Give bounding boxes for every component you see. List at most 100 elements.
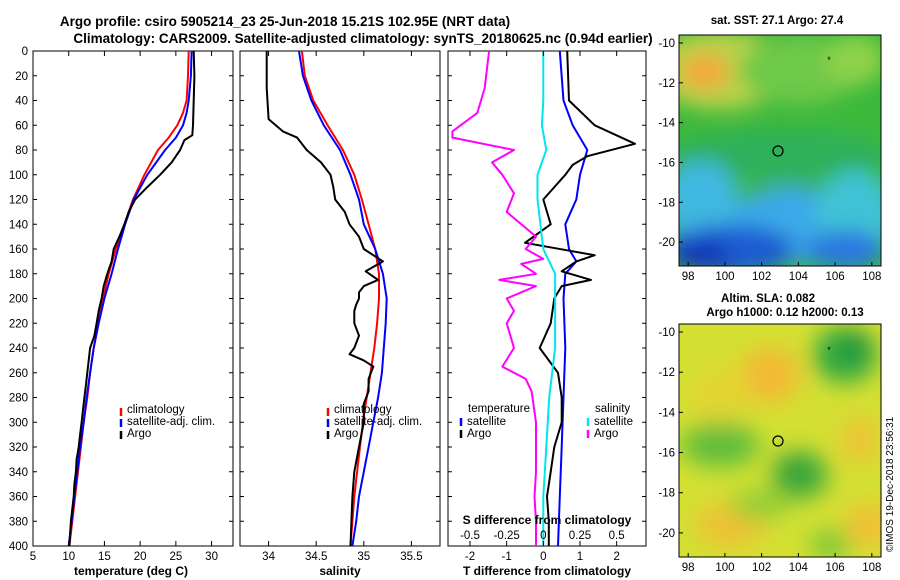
map-y-tick-label: -18 (658, 197, 675, 209)
map-y-tick-label: -20 (658, 237, 675, 249)
x-tick-label: 30 (205, 551, 218, 563)
y-tick-label: 80 (15, 145, 28, 157)
map-y-tick-label: -14 (658, 118, 675, 130)
y-tick-label: 40 (15, 96, 28, 108)
sla-map-title-line2: Argo h1000: 0.12 h2000: 0.13 (706, 307, 863, 319)
sst-map-ticks: 98 100 102 104 106 108 -10 -12 -14 -16 -18 -20 (658, 38, 881, 283)
series-line-satellite-adj-clim- (298, 50, 388, 547)
x-tick-label: -1 (502, 551, 512, 563)
map-x-tick-label: 98 (682, 271, 695, 283)
salinity-panel: 34 34.5 35 35.5 salinity climatology satell… (239, 50, 441, 578)
x-tick-label: 1 (577, 551, 583, 563)
map-x-tick-label: 108 (862, 271, 881, 283)
series-line-satellite-adj-clim- (67, 50, 193, 547)
y-tick-label: 200 (9, 294, 28, 306)
sst-map-frame (678, 34, 882, 267)
y-tick-label: 120 (9, 195, 28, 207)
map-y-tick-label: -10 (658, 327, 675, 339)
difference-legend: temperature satellite Argo salinity sate… (459, 403, 633, 440)
island-marker-icon: * (827, 345, 831, 355)
difference-panel: -2 -1 0 1 2 -0.5 -0.25 0 0.25 0.5 S difference f… (447, 50, 647, 578)
x-tick-label: -2 (465, 551, 475, 563)
temperature-frame (32, 50, 234, 547)
legend-argo: Argo (127, 428, 151, 440)
legend-climatology: climatology (127, 404, 185, 416)
legend-salinity-title: salinity (595, 403, 630, 415)
y-tick-label: 160 (9, 244, 28, 256)
temperature-legend: climatology satellite-adj. clim. Argo (119, 404, 215, 440)
map-x-tick-label: 104 (789, 562, 809, 574)
title-line1: Argo profile: csiro 5905214_23 25-Jun-20… (60, 14, 510, 29)
depth-y-ticks: 0 20 40 60 80 100 120 140 160 180 200 220 240 260 280 3… (9, 46, 28, 553)
series-line-temperature-satellite (557, 50, 589, 547)
argo-location-marker (772, 145, 784, 157)
difference-top-ticks: -0.5 -0.25 0 0.25 0.5 (460, 530, 625, 542)
y-tick-label: 240 (9, 343, 28, 355)
map-y-tick-label: -16 (658, 157, 675, 169)
y-tick-label: 20 (15, 71, 28, 83)
legend-temperature-title: temperature (468, 403, 530, 415)
top-tick-label: 0.5 (609, 530, 625, 542)
x-tick-label: 10 (62, 551, 75, 563)
legend-climatology: climatology (334, 404, 392, 416)
sst-map-field: * (679, 35, 881, 266)
difference-x-ticks: -2 -1 0 1 2 (448, 50, 646, 563)
x-tick-label: 34.5 (305, 551, 327, 563)
temperature-x-ticks: 5 10 15 20 25 30 (30, 50, 233, 563)
difference-frame (447, 50, 647, 547)
island-marker-icon: * (827, 55, 831, 65)
map-x-tick-label: 104 (789, 271, 809, 283)
temperature-difference-xlabel: T difference from climatology (463, 564, 631, 578)
y-tick-label: 220 (9, 318, 28, 330)
temperature-series (67, 50, 196, 547)
legend-temp-satellite: satellite (467, 416, 506, 428)
map-x-tick-label: 100 (715, 271, 734, 283)
sla-map-field: * (679, 324, 881, 557)
y-tick-label: 180 (9, 269, 28, 281)
sst-map-panel: sat. SST: 27.1 Argo: 27.4 (658, 15, 882, 283)
salinity-xlabel: salinity (319, 564, 361, 578)
top-tick-label: 0.25 (569, 530, 591, 542)
y-tick-label: 300 (9, 417, 28, 429)
map-y-tick-label: -18 (658, 488, 675, 500)
x-tick-label: 20 (134, 551, 147, 563)
map-x-tick-label: 102 (752, 562, 771, 574)
y-tick-label: 320 (9, 442, 28, 454)
map-y-tick-label: -12 (658, 78, 675, 90)
sla-map-ticks: 98 100 102 104 106 108 -10 -12 -14 -16 -18 -20 (658, 327, 881, 574)
y-tick-label: 100 (9, 170, 28, 182)
imos-watermark: ©IMOS 19-Dec-2018 23:56:31 (885, 416, 896, 552)
y-tick-label: 60 (15, 120, 28, 132)
legend-temp-argo: Argo (467, 428, 491, 440)
map-y-tick-label: -12 (658, 367, 675, 379)
y-tick-label: 0 (22, 46, 28, 58)
map-x-tick-label: 102 (752, 271, 771, 283)
x-tick-label: 35.5 (400, 551, 422, 563)
map-x-tick-label: 108 (862, 562, 881, 574)
y-tick-label: 380 (9, 516, 28, 528)
x-tick-label: 34 (262, 551, 275, 563)
map-x-tick-label: 106 (825, 562, 844, 574)
series-line-climatology (300, 50, 380, 547)
y-tick-label: 260 (9, 368, 28, 380)
y-tick-label: 140 (9, 219, 28, 231)
x-tick-label: 15 (98, 551, 111, 563)
map-y-tick-label: -14 (658, 407, 675, 419)
y-tick-label: 280 (9, 393, 28, 405)
salinity-frame (239, 50, 441, 547)
series-line-salinity-satellite (536, 51, 557, 546)
map-y-tick-label: -10 (658, 38, 675, 50)
argo-location-marker (772, 435, 784, 447)
salinity-difference-label: S difference from climatology (463, 513, 632, 527)
x-tick-label: 35 (357, 551, 370, 563)
top-tick-label: -0.5 (460, 530, 480, 542)
title-line2: Climatology: CARS2009. Satellite-adjuste… (73, 31, 652, 46)
map-y-tick-label: -20 (658, 528, 675, 540)
y-tick-label: 400 (9, 541, 28, 553)
series-line-argo (68, 50, 196, 547)
series-line-salinity-argo (451, 50, 545, 546)
salinity-legend: climatology satellite-adj. clim. Argo (326, 404, 422, 440)
x-tick-label: 0 (540, 551, 546, 563)
y-tick-label: 360 (9, 492, 28, 504)
